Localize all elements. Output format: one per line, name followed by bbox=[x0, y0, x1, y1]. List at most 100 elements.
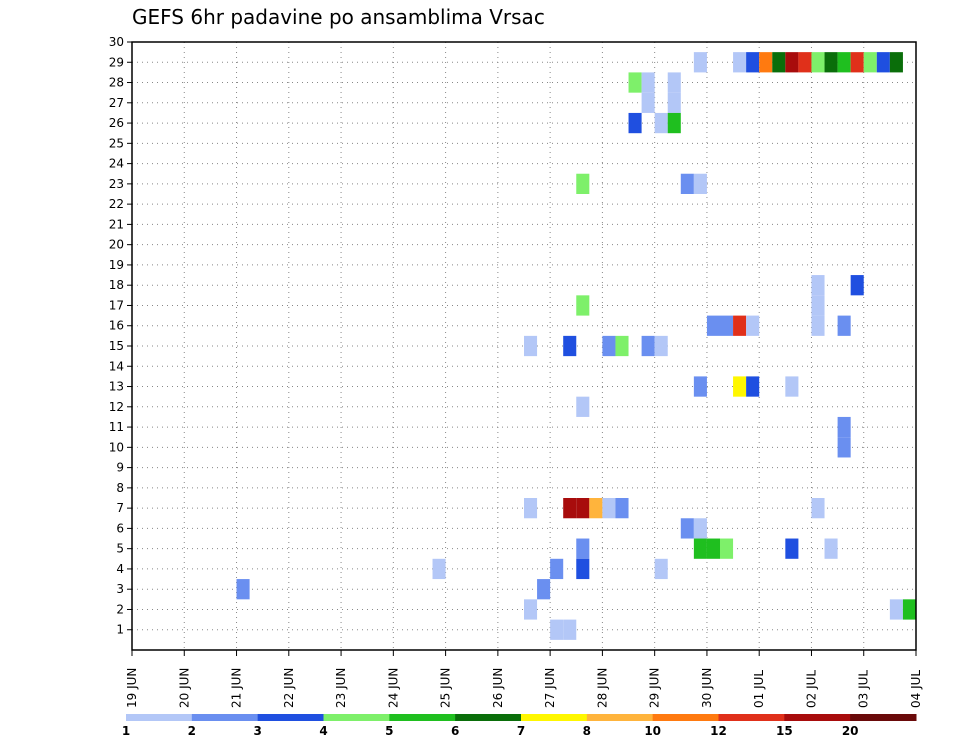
x-tick-label: 27 JUN bbox=[543, 668, 557, 708]
precip-cell bbox=[746, 376, 760, 397]
colorbar-swatch bbox=[126, 714, 193, 721]
precip-cell bbox=[641, 92, 655, 113]
y-tick-label: 11 bbox=[109, 420, 124, 434]
precip-cell bbox=[850, 52, 864, 73]
precip-cell bbox=[889, 52, 903, 73]
y-tick-label: 19 bbox=[109, 258, 124, 272]
precip-cell bbox=[706, 315, 720, 336]
precip-cell bbox=[524, 335, 538, 357]
precip-cell bbox=[824, 52, 838, 73]
colorbar-label: 10 bbox=[644, 724, 661, 738]
precip-cell bbox=[720, 315, 734, 336]
precip-cell bbox=[236, 579, 250, 600]
precip-cell bbox=[641, 335, 655, 357]
y-tick-label: 8 bbox=[116, 481, 124, 495]
precip-cell bbox=[902, 599, 916, 620]
precip-cell bbox=[837, 315, 851, 336]
precip-cell bbox=[837, 416, 851, 438]
precip-cell bbox=[654, 112, 668, 134]
precip-cell bbox=[693, 538, 707, 559]
precip-cell bbox=[798, 52, 812, 73]
y-tick-label: 16 bbox=[109, 319, 124, 333]
precip-cell bbox=[576, 396, 590, 417]
colorbar-swatch bbox=[718, 714, 785, 721]
precip-cell bbox=[524, 599, 538, 620]
chart-title: GEFS 6hr padavine po ansamblima Vrsac bbox=[132, 5, 545, 29]
precip-cell bbox=[628, 72, 642, 93]
precip-cell bbox=[785, 376, 799, 397]
y-tick-label: 21 bbox=[109, 217, 124, 231]
y-tick-label: 27 bbox=[109, 96, 124, 110]
y-tick-label: 17 bbox=[109, 298, 124, 312]
precip-cell bbox=[693, 518, 707, 539]
precip-cell bbox=[615, 498, 629, 519]
colorbar-label: 8 bbox=[583, 724, 591, 738]
precip-cell bbox=[837, 437, 851, 458]
y-axis-ticks: 1234567891011121314151617181920212223242… bbox=[109, 35, 132, 637]
precip-cell bbox=[720, 538, 734, 559]
colorbar-label: 12 bbox=[710, 724, 727, 738]
y-tick-label: 26 bbox=[109, 116, 124, 130]
colorbar-label: 15 bbox=[776, 724, 793, 738]
colorbar-label: 2 bbox=[188, 724, 196, 738]
precip-cell bbox=[733, 52, 747, 73]
colorbar-swatch bbox=[257, 714, 324, 721]
precip-cell bbox=[837, 52, 851, 73]
x-tick-label: 29 JUN bbox=[648, 668, 662, 708]
colorbar-label: 7 bbox=[517, 724, 525, 738]
x-tick-label: 25 JUN bbox=[439, 668, 453, 708]
precip-cell bbox=[680, 173, 694, 194]
precip-cell bbox=[733, 315, 747, 336]
precip-cell bbox=[537, 579, 551, 600]
x-tick-label: 04 JUL bbox=[909, 670, 923, 708]
precip-cell bbox=[576, 538, 590, 559]
y-tick-label: 9 bbox=[116, 461, 124, 475]
precip-cell bbox=[772, 52, 786, 73]
precip-cell bbox=[706, 538, 720, 559]
y-tick-label: 24 bbox=[109, 157, 124, 171]
precip-cell bbox=[667, 72, 681, 93]
colorbar-label: 1 bbox=[122, 724, 130, 738]
precip-cell bbox=[811, 52, 825, 73]
y-tick-label: 18 bbox=[109, 278, 124, 292]
precip-cell bbox=[576, 173, 590, 194]
precip-cell bbox=[733, 376, 747, 397]
precip-cell bbox=[759, 52, 773, 73]
y-tick-label: 6 bbox=[116, 521, 124, 535]
colorbar-label: 4 bbox=[319, 724, 327, 738]
colorbar: 1 2 3 4 5 6 7 8 10 12 15 20 bbox=[122, 714, 917, 738]
precip-cell bbox=[654, 558, 668, 580]
y-tick-label: 25 bbox=[109, 136, 124, 150]
x-tick-label: 01 JUL bbox=[752, 670, 766, 708]
precip-cell bbox=[693, 173, 707, 194]
precip-cell bbox=[850, 275, 864, 296]
x-tick-label: 21 JUN bbox=[230, 668, 244, 708]
precip-cell bbox=[563, 619, 577, 640]
precip-cell bbox=[563, 498, 577, 519]
precip-cell bbox=[693, 376, 707, 397]
y-tick-label: 13 bbox=[109, 380, 124, 394]
x-tick-label: 20 JUN bbox=[177, 668, 191, 708]
precip-cell bbox=[550, 558, 564, 580]
x-axis-ticks: 19 JUN 20 JUN 21 JUN 22 JUN 23 JUN 24 JUN 25 J… bbox=[125, 650, 923, 708]
y-tick-label: 29 bbox=[109, 55, 124, 69]
y-tick-label: 14 bbox=[109, 359, 124, 373]
colorbar-swatch bbox=[586, 714, 654, 721]
precip-cell bbox=[785, 52, 799, 73]
colorbar-label: 3 bbox=[253, 724, 261, 738]
y-tick-label: 7 bbox=[116, 501, 124, 515]
y-tick-label: 10 bbox=[109, 440, 124, 454]
x-tick-label: 23 JUN bbox=[334, 668, 348, 708]
colorbar-label: 20 bbox=[842, 724, 859, 738]
precip-cell bbox=[746, 52, 760, 73]
precip-cell bbox=[746, 315, 760, 336]
y-tick-label: 28 bbox=[109, 76, 124, 90]
x-tick-label: 19 JUN bbox=[125, 668, 139, 708]
colorbar-swatch bbox=[850, 714, 917, 721]
x-tick-label: 26 JUN bbox=[491, 668, 505, 708]
precip-cell bbox=[889, 599, 903, 620]
precip-cell bbox=[785, 538, 799, 559]
ensemble-cells bbox=[236, 52, 916, 640]
precip-cell bbox=[811, 498, 825, 519]
precip-cell bbox=[824, 538, 838, 559]
